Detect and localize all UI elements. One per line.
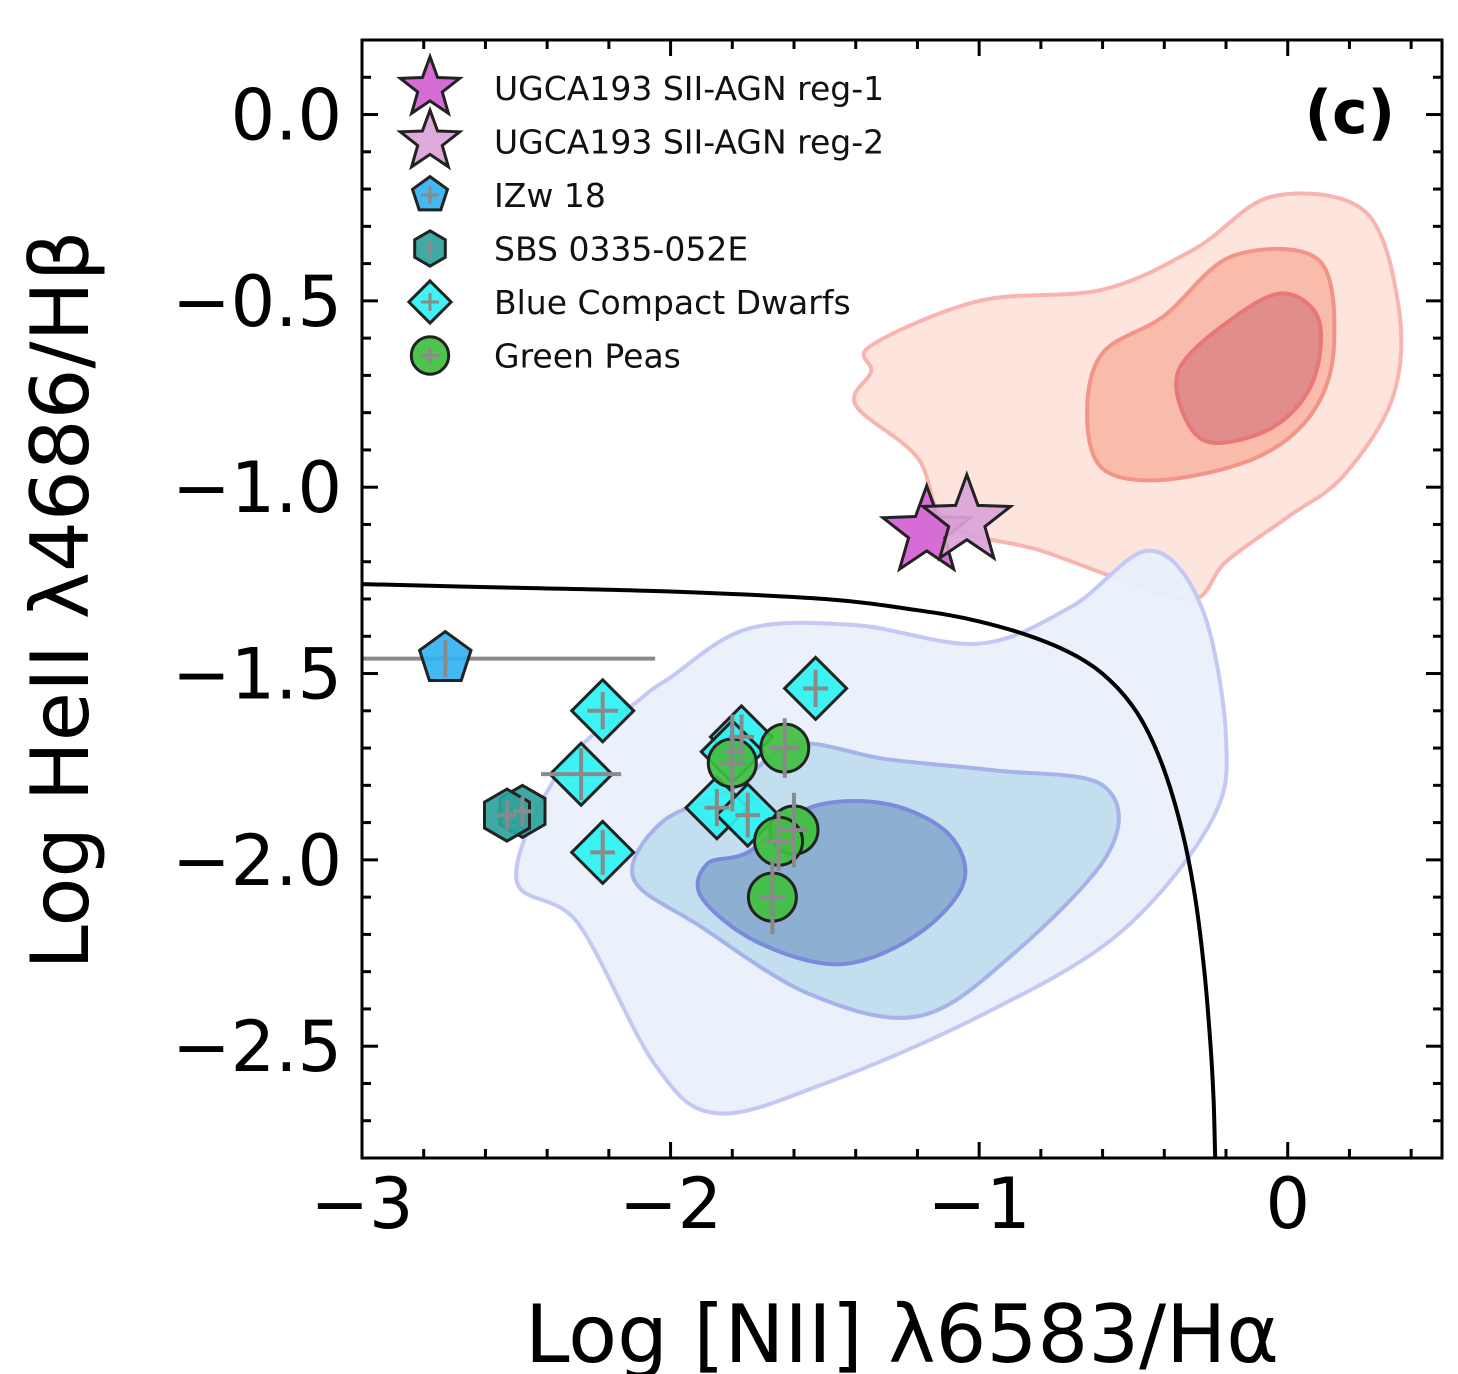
x-tick-label: 0 bbox=[1265, 1163, 1310, 1245]
panel-label: (c) bbox=[1305, 78, 1395, 148]
contour-agn-level-3 bbox=[1174, 291, 1323, 445]
y-tick-label: −1.0 bbox=[172, 447, 342, 529]
demarcation-curve bbox=[362, 582, 1218, 1158]
ugca193-sii-agn-reg-2-point-1 bbox=[918, 470, 1015, 562]
density-contours bbox=[514, 191, 1404, 1116]
y-tick-label: −2.0 bbox=[172, 820, 342, 902]
demarcation-curve-layer bbox=[362, 582, 1218, 1158]
x-tick-label: −2 bbox=[619, 1163, 722, 1245]
legend-marker-ugca193-sii-agn-reg-2 bbox=[396, 105, 464, 171]
legend-label-ugca193-sii-agn-reg-2: UGCA193 SII-AGN reg-2 bbox=[494, 123, 884, 162]
legend: UGCA193 SII-AGN reg-1 UGCA193 SII-AGN reg… bbox=[396, 52, 884, 376]
x-axis-label: Log [NII] λ6583/Hα bbox=[525, 1288, 1279, 1374]
legend-label-blue-compact-dwarfs: Blue Compact Dwarfs bbox=[494, 283, 851, 322]
y-tick-label: −1.5 bbox=[172, 634, 342, 716]
legend-label-ugca193-sii-agn-reg-1: UGCA193 SII-AGN reg-1 bbox=[494, 69, 884, 108]
legend-label-sbs-0335-052e: SBS 0335-052E bbox=[494, 230, 748, 269]
legend-label-green-peas: Green Peas bbox=[494, 337, 681, 376]
x-tick-label: −3 bbox=[310, 1163, 413, 1245]
y-axis-label: Log HeII λ4686/Hβ bbox=[14, 230, 107, 969]
legend-marker-ugca193-sii-agn-reg-1 bbox=[396, 52, 464, 117]
x-tick-label: −1 bbox=[928, 1163, 1031, 1245]
y-tick-label: −2.5 bbox=[172, 1006, 342, 1088]
error-crosses bbox=[443, 639, 828, 935]
legend-label-izw-18: IZw 18 bbox=[494, 176, 606, 215]
y-tick-label: −0.5 bbox=[172, 261, 342, 343]
axis-ticks: −3 −2 −1 0 0.0 −0.5 −1.0 −1.5 −2.0 −2.5 bbox=[172, 38, 1442, 1245]
y-tick-label: 0.0 bbox=[231, 75, 342, 157]
